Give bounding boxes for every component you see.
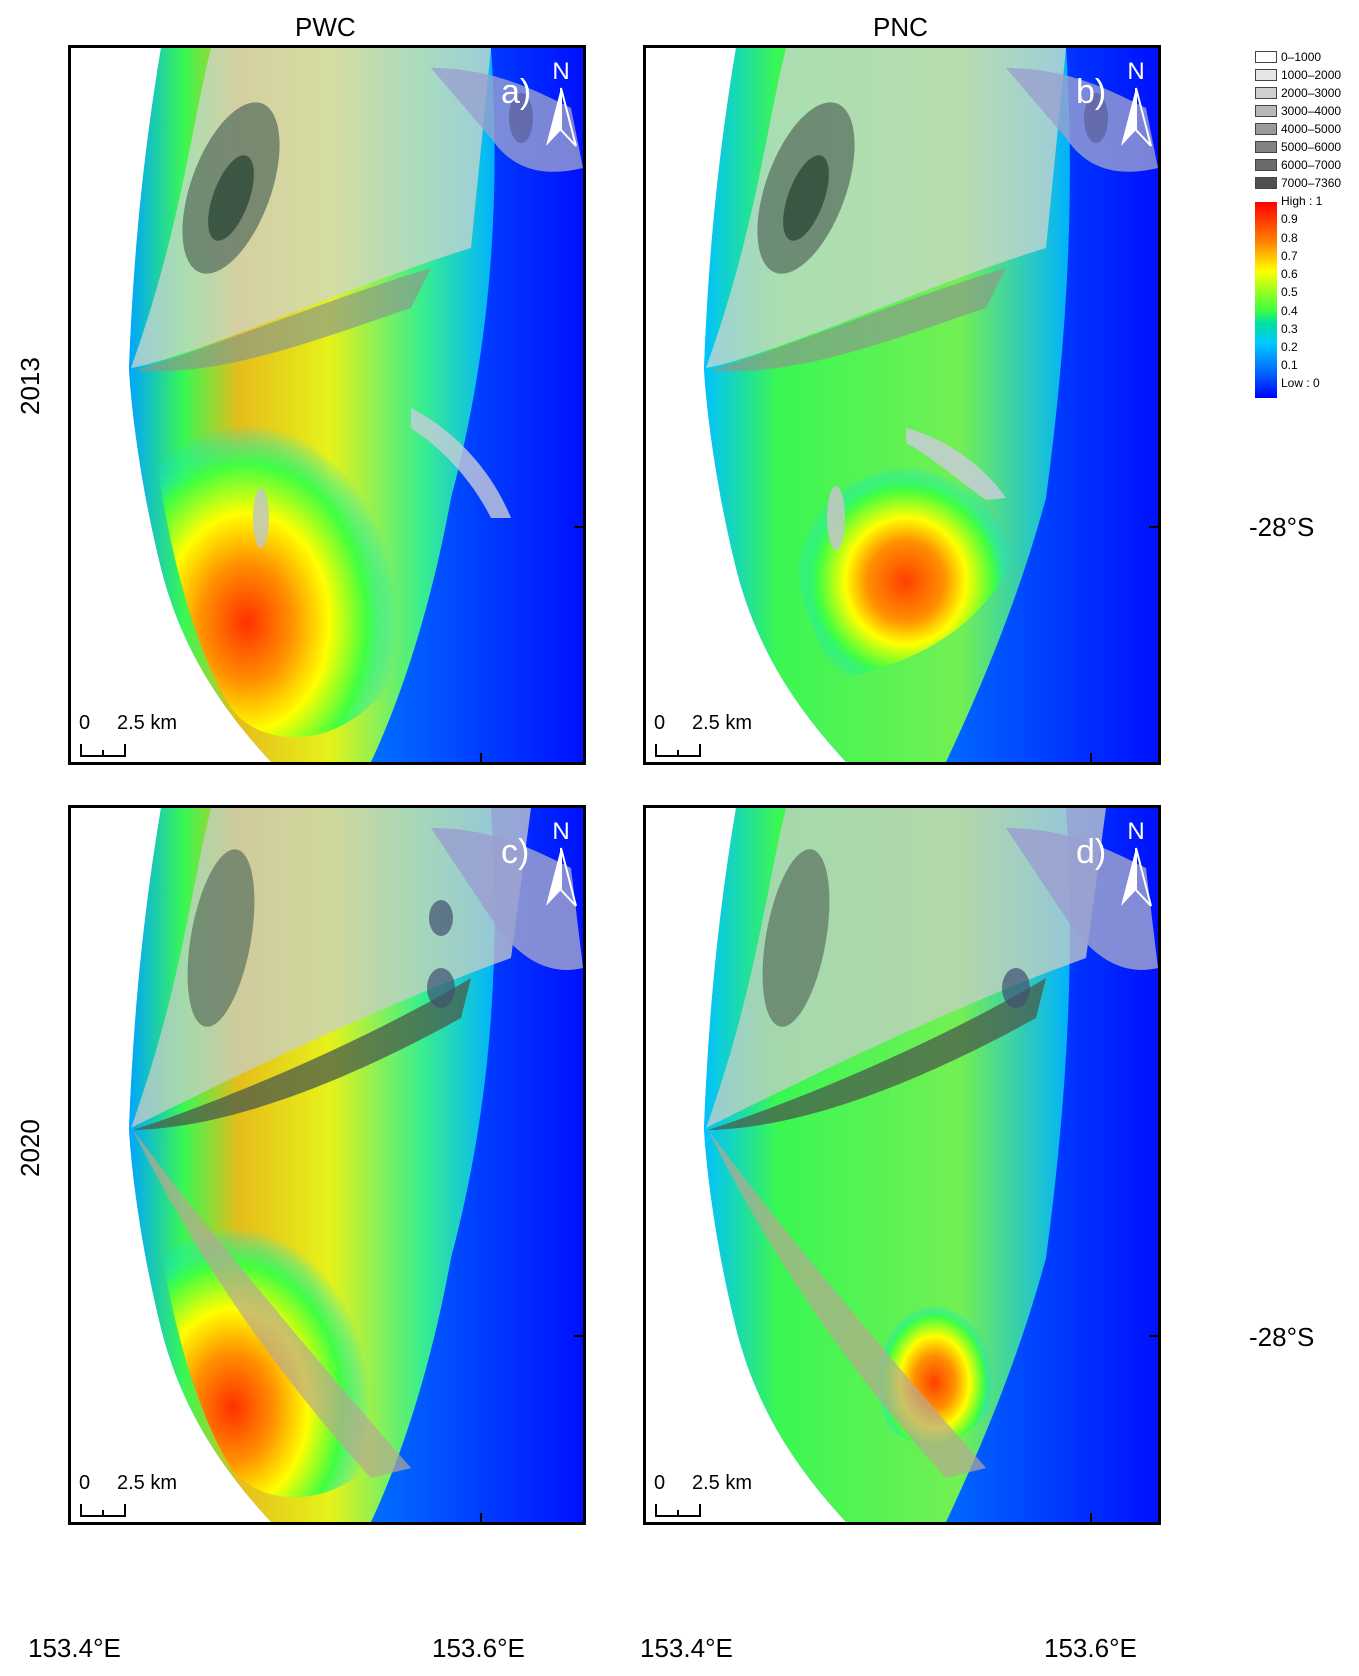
legend-ramp-tick: 0.7 — [1281, 249, 1298, 263]
legend-swatch — [1255, 159, 1277, 171]
legend-swatch — [1255, 105, 1277, 117]
legend-swatch — [1255, 141, 1277, 153]
legend-density-3: 3000–4000 — [1255, 104, 1359, 118]
legend-color-ramp — [1255, 202, 1277, 398]
scale-bar-icon — [655, 744, 701, 757]
lat-label-bottom: -28°S — [1249, 1322, 1315, 1352]
legend-ramp-tick: 0.9 — [1281, 212, 1298, 226]
legend-density-label: 6000–7000 — [1281, 158, 1342, 172]
north-arrow-d: N — [1113, 818, 1158, 914]
north-arrow-c: N — [538, 818, 583, 914]
legend-density-label: 0–1000 — [1281, 50, 1322, 64]
legend-density-label: 7000–7360 — [1281, 176, 1342, 190]
legend-ramp-tick: 0.3 — [1281, 322, 1298, 336]
legend-density-4: 4000–5000 — [1255, 122, 1359, 136]
scale-label: 2.5 km — [117, 712, 178, 734]
legend-density-2: 2000–3000 — [1255, 86, 1359, 100]
legend-ramp-tick: 0.1 — [1281, 358, 1298, 372]
panel-label-c: c) — [501, 833, 530, 871]
north-arrow-label: N — [552, 58, 570, 85]
lon-tick — [1090, 753, 1092, 765]
legend-density-6: 6000–7000 — [1255, 158, 1359, 172]
scale-label: 2.5 km — [117, 1472, 178, 1494]
panel-label-a: a) — [501, 73, 532, 111]
lon-label-153-6-left: 153.6°E — [432, 1633, 525, 1663]
scale-bar-icon — [655, 1504, 701, 1517]
north-arrow-icon — [1121, 847, 1152, 907]
legend-density-label: 4000–5000 — [1281, 122, 1342, 136]
north-arrow-icon — [546, 847, 577, 907]
legend-density-5: 5000–6000 — [1255, 140, 1359, 154]
legend-swatch — [1255, 51, 1277, 63]
legend-density-0: 0–1000 — [1255, 50, 1359, 64]
map-panel-b: b) N 0 2.5 km — [643, 45, 1161, 765]
legend-ramp-high: High : 1 — [1281, 194, 1323, 208]
legend-ramp-tick: 0.4 — [1281, 304, 1298, 318]
legend-density-1: 1000–2000 — [1255, 68, 1359, 82]
legend-ramp-low: Low : 0 — [1281, 376, 1320, 390]
north-arrow-icon — [546, 87, 577, 147]
legend-swatch — [1255, 177, 1277, 189]
lat-tick — [574, 526, 586, 528]
panel-label-b: b) — [1076, 73, 1107, 111]
lon-label-153-4-right: 153.4°E — [640, 1633, 733, 1663]
legend-swatch — [1255, 123, 1277, 135]
suitability-map-b — [646, 48, 1158, 762]
north-arrow-icon — [1121, 87, 1152, 147]
legend-ramp-tick: 0.5 — [1281, 285, 1298, 299]
scale-label: 2.5 km — [692, 1472, 753, 1494]
lon-label-153-4-left: 153.4°E — [28, 1633, 121, 1663]
suitability-map-a — [71, 48, 583, 762]
scale-bar-icon — [80, 744, 126, 757]
legend-ramp-tick: 0.2 — [1281, 340, 1298, 354]
north-arrow-label: N — [1127, 818, 1145, 845]
legend-ramp-tick: 0.8 — [1281, 231, 1298, 245]
north-arrow-label: N — [552, 818, 570, 845]
scale-bar-icon — [80, 1504, 126, 1517]
legend-swatch — [1255, 69, 1277, 81]
legend-ramp-tick: 0.6 — [1281, 267, 1298, 281]
legend-density-label: 3000–4000 — [1281, 104, 1342, 118]
scale-start-label: 0 — [654, 712, 666, 734]
scale-start-label: 0 — [654, 1472, 666, 1494]
scale-start-label: 0 — [79, 712, 91, 734]
map-panel-d: d) N 0 2.5 km — [643, 805, 1161, 1525]
row-label-2013: 2013 — [15, 357, 45, 415]
lon-tick — [480, 753, 482, 765]
map-panel-c: c) N 0 2.5 km — [68, 805, 586, 1525]
suitability-map-c — [71, 808, 583, 1522]
legend-density-label: 2000–3000 — [1281, 86, 1342, 100]
north-arrow-a: N — [538, 58, 583, 154]
row-label-2020: 2020 — [15, 1119, 45, 1177]
north-arrow-b: N — [1113, 58, 1158, 154]
lat-tick — [574, 1335, 586, 1337]
scale-label: 2.5 km — [692, 712, 753, 734]
lat-tick — [1149, 1335, 1161, 1337]
column-title-pnc: PNC — [873, 12, 928, 42]
legend-swatch — [1255, 87, 1277, 99]
scale-start-label: 0 — [79, 1472, 91, 1494]
map-panel-a: a) N 0 2.5 km — [68, 45, 586, 765]
lat-label-top: -28°S — [1249, 512, 1315, 542]
legend-density-label: 5000–6000 — [1281, 140, 1342, 154]
north-arrow-label: N — [1127, 58, 1145, 85]
lon-label-153-6-right: 153.6°E — [1044, 1633, 1137, 1663]
panel-label-d: d) — [1076, 833, 1107, 871]
column-title-pwc: PWC — [295, 12, 356, 42]
lon-tick — [1090, 1513, 1092, 1525]
suitability-map-d — [646, 808, 1158, 1522]
legend-density-7: 7000–7360 — [1255, 176, 1359, 190]
legend-density-label: 1000–2000 — [1281, 68, 1342, 82]
lat-tick — [1149, 526, 1161, 528]
lon-tick — [480, 1513, 482, 1525]
